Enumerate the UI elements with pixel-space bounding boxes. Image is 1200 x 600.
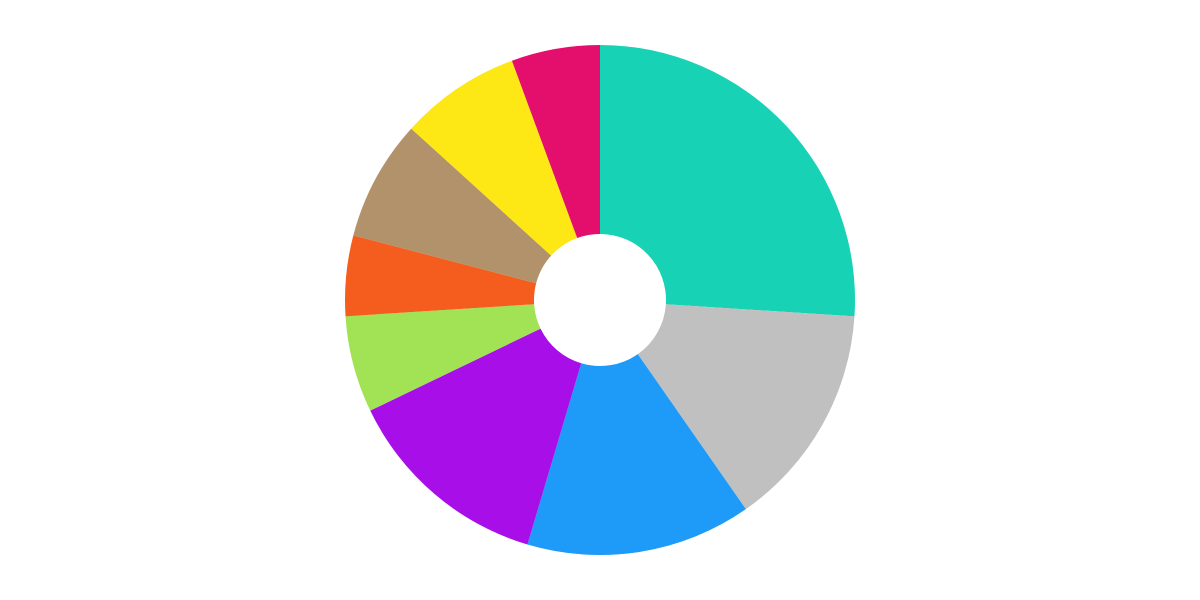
donut-slice-0 (600, 45, 855, 316)
donut-svg (0, 0, 1200, 600)
donut-chart (0, 0, 1200, 600)
